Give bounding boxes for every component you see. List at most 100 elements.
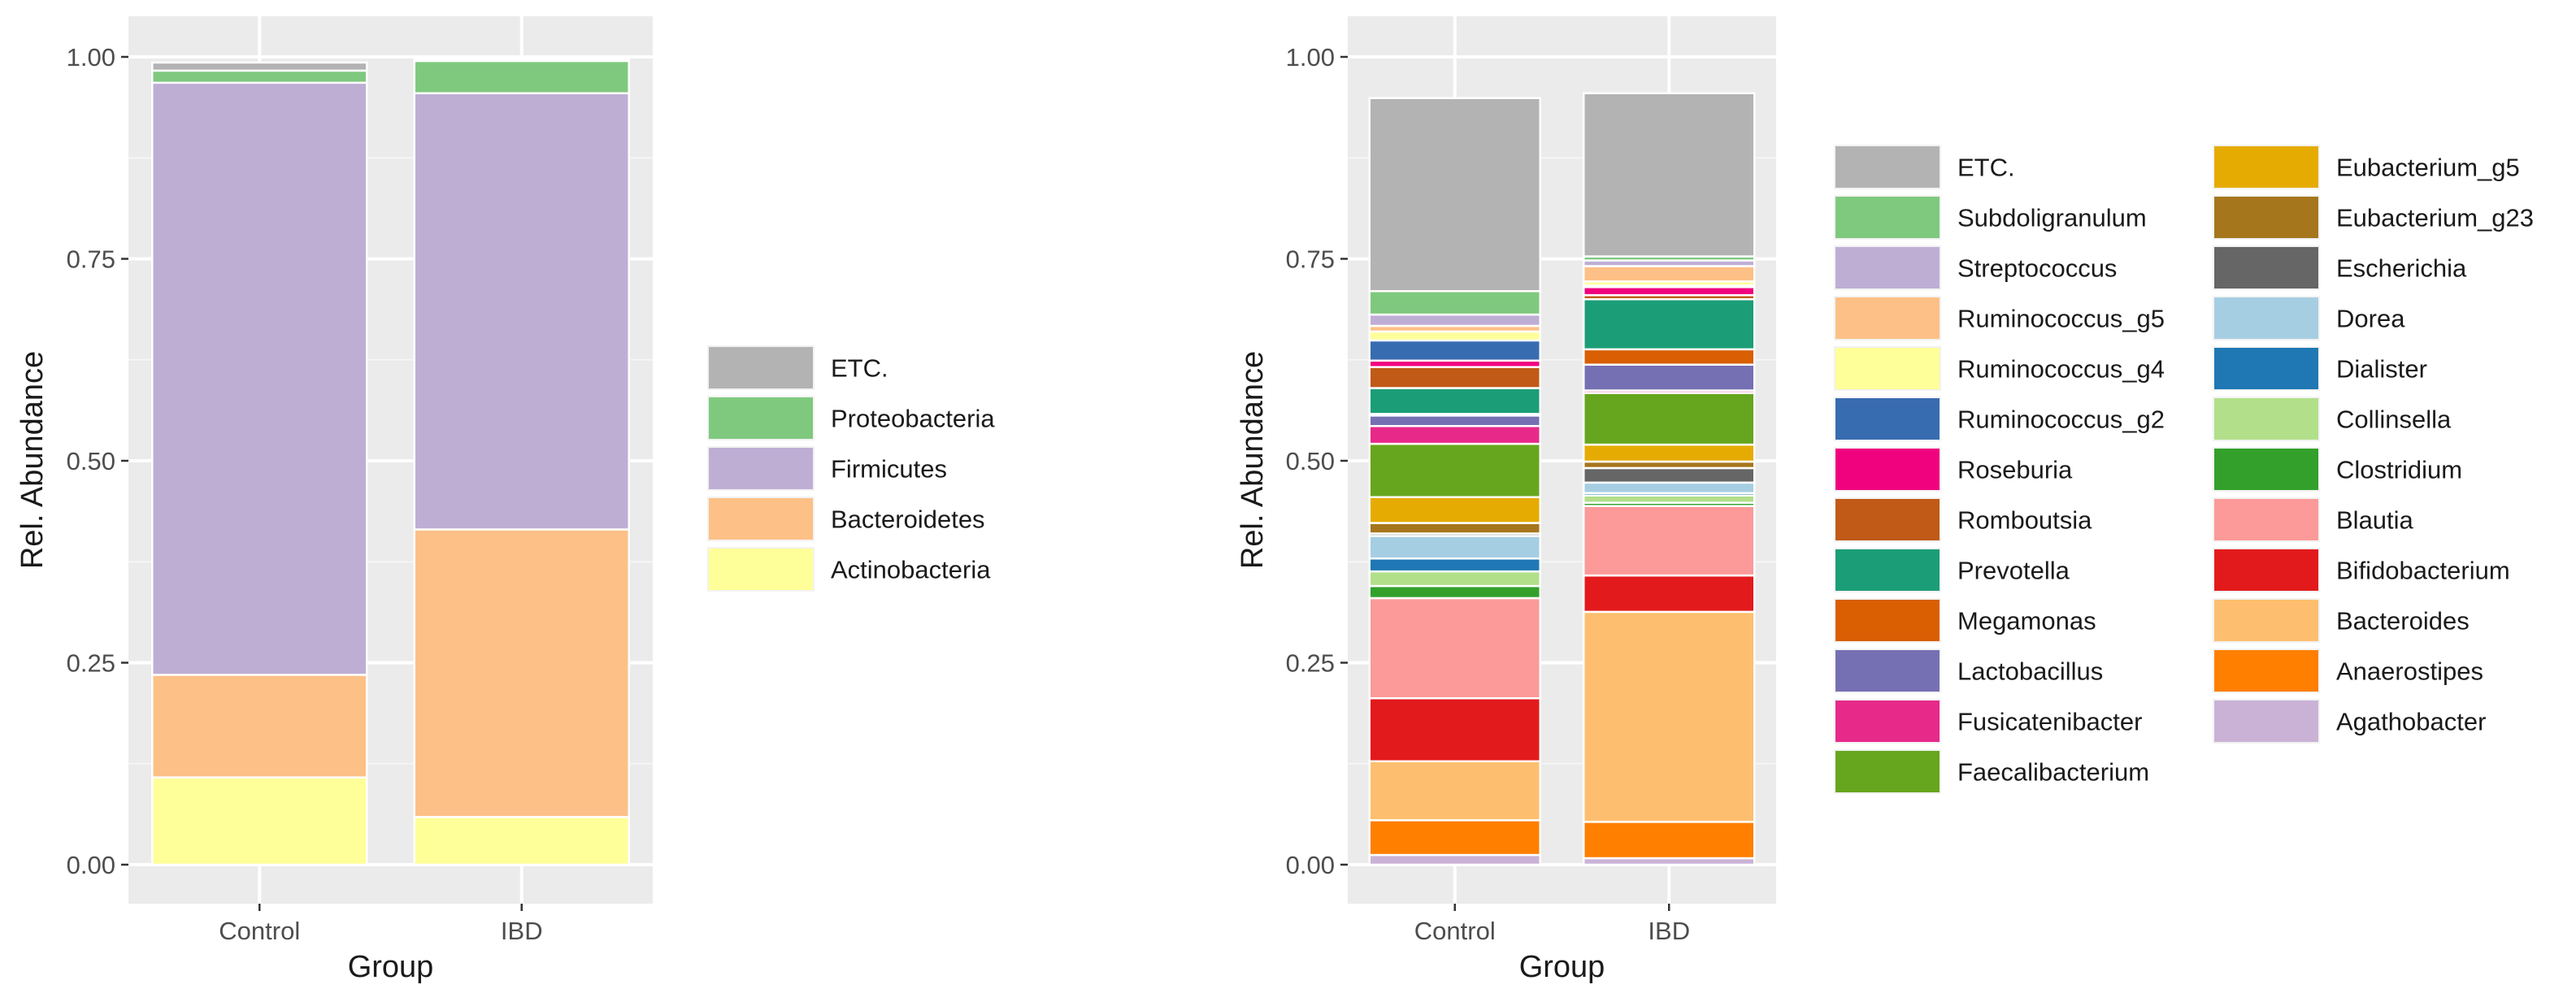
legend-label: Agathobacter	[2336, 708, 2486, 736]
legend-swatch	[2214, 247, 2318, 288]
bar-segment-ibd-eubacterium-g5	[1583, 443, 1756, 463]
legend-item-dialister: Dialister	[2213, 346, 2427, 391]
y-tick-label: 1.00	[1286, 43, 1335, 72]
x-tick-label: IBD	[501, 917, 543, 945]
legend-swatch	[1835, 549, 1940, 591]
legend-swatch	[2214, 549, 2318, 591]
legend-swatch	[1835, 449, 1940, 490]
bar-segment-control-firmicutes	[151, 81, 368, 676]
bar-segment-ibd-megamonas	[1583, 348, 1756, 366]
legend-swatch	[1835, 348, 1940, 389]
bar-segment-control-collinsella	[1368, 570, 1541, 588]
legend-label: Subdoligranulum	[1957, 204, 2147, 232]
bar-segment-ibd-bacteroides	[1583, 610, 1756, 823]
legend-item-ruminococcus-g4: Ruminococcus_g4	[1834, 346, 2165, 391]
legend-swatch	[709, 549, 813, 590]
legend-item-escherichia: Escherichia	[2213, 245, 2467, 290]
legend-label: Lactobacillus	[1957, 657, 2103, 686]
bar-segment-control-agathobacter	[1368, 853, 1541, 866]
legend-item-ruminococcus-g2: Ruminococcus_g2	[1834, 397, 2165, 441]
legend-item-ruminococcus-g5: Ruminococcus_g5	[1834, 296, 2165, 341]
legend-item-faecalibacterium: Faecalibacterium	[1834, 749, 2149, 794]
legend-label: Eubacterium_g5	[2336, 154, 2520, 182]
legend-swatch	[2214, 701, 2318, 742]
legend-label: ETC.	[1957, 154, 2015, 182]
bar-segment-control-blautia	[1368, 596, 1541, 700]
legend-label: Escherichia	[2336, 254, 2467, 283]
legend-swatch	[1835, 297, 1940, 339]
legend-item-bifidobacterium: Bifidobacterium	[2213, 548, 2510, 592]
y-tick-label: 0.50	[1286, 447, 1335, 475]
bar-segment-control-eubacterium-g5	[1368, 496, 1541, 524]
bar-segment-ibd-firmicutes	[413, 92, 630, 531]
legend-swatch	[1835, 146, 1940, 188]
legend-swatch	[2214, 297, 2318, 339]
bar-segment-control-prevotella	[1368, 387, 1541, 415]
bar-segment-ibd-roseburia	[1583, 286, 1756, 297]
legend-swatch	[709, 347, 813, 388]
legend-item-subdoligranulum: Subdoligranulum	[1834, 195, 2147, 240]
phylum-chart: 0.00 0.25 0.50 0.75 1.00 Control IBD Group Rel. …	[15, 16, 995, 984]
legend-swatch	[2214, 499, 2318, 540]
bar-segment-ibd-dorea	[1583, 481, 1756, 495]
x-tick-label: Control	[1414, 917, 1496, 945]
legend-item-bacteroides: Bacteroides	[2213, 598, 2470, 643]
legend-item-prevotella: Prevotella	[1834, 548, 2070, 592]
legend-item-romboutsia: Romboutsia	[1834, 497, 2092, 542]
legend-swatch	[2214, 600, 2318, 641]
bar-segment-control-bacteroides	[1368, 760, 1541, 822]
legend-label: Romboutsia	[1957, 506, 2092, 535]
legend-label: ETC.	[831, 354, 888, 383]
legend-item-streptococcus: Streptococcus	[1834, 245, 2117, 290]
legend-item-bacteroidetes: Bacteroidetes	[707, 497, 985, 541]
bar-segment-control-clostridium	[1368, 584, 1541, 600]
legend-swatch	[709, 397, 813, 439]
legend-label: Megamonas	[1957, 607, 2096, 635]
legend-item-fusicatenibacter: Fusicatenibacter	[1834, 699, 2142, 744]
legend-swatch	[2214, 449, 2318, 490]
bar-segment-control-dorea	[1368, 535, 1541, 560]
legend-swatch	[1835, 751, 1940, 792]
legend-label: Bacteroidetes	[831, 505, 985, 534]
legend-swatch	[2214, 197, 2318, 238]
y-tick-label: 0.00	[67, 851, 115, 879]
bar-segment-ibd-collinsella	[1583, 494, 1756, 504]
bar-segment-control-ruminococcus-g2	[1368, 339, 1541, 362]
legend-label: Ruminococcus_g2	[1957, 406, 2165, 434]
legend-swatch	[1835, 398, 1940, 440]
legend-label: Ruminococcus_g4	[1957, 355, 2165, 384]
bar-segment-control-anaerostipes	[1368, 819, 1541, 857]
legend-label: Anaerostipes	[2336, 657, 2483, 686]
bar-segment-control-etc	[1368, 97, 1541, 293]
legend-swatch	[1835, 247, 1940, 288]
bar-segment-ibd-escherichia	[1583, 466, 1756, 484]
bar-segment-ibd-ruminococcus-g5	[1583, 265, 1756, 283]
bar-segment-ibd-faecalibacterium	[1583, 392, 1756, 446]
legend-item-lactobacillus: Lactobacillus	[1834, 648, 2103, 693]
legend: ETC. Proteobacteria Firmicutes Bacteroidete…	[707, 345, 995, 592]
bar-segment-control-streptococcus	[1368, 313, 1541, 327]
legend-item-megamonas: Megamonas	[1834, 598, 2096, 643]
bar-segment-ibd-lactobacillus	[1583, 363, 1756, 392]
legend-label: Prevotella	[1957, 557, 2070, 585]
bar-segment-ibd-proteobacteria	[413, 59, 630, 94]
legend-label: Fusicatenibacter	[1957, 708, 2142, 736]
legend-label: Clostridium	[2336, 456, 2462, 484]
y-tick-label: 0.00	[1286, 851, 1335, 879]
bar-segment-control-lactobacillus	[1368, 414, 1541, 427]
bar-segment-control-ruminococcus-g4	[1368, 330, 1541, 342]
legend-label: Streptococcus	[1957, 254, 2117, 283]
legend-label: Actinobacteria	[831, 556, 991, 584]
legend-swatch	[709, 498, 813, 540]
legend-item-collinsella: Collinsella	[2213, 397, 2452, 441]
bar-segment-control-bifidobacterium	[1368, 696, 1541, 763]
bar-segment-control-etc	[151, 61, 368, 72]
bar-segment-ibd-bacteroidetes	[413, 528, 630, 818]
legend-label: Dorea	[2336, 305, 2405, 333]
x-axis-title: Group	[1519, 950, 1605, 984]
legend-item-actinobacteria: Actinobacteria	[707, 547, 991, 592]
legend-label: Blautia	[2336, 506, 2414, 535]
x-tick-label: Control	[219, 917, 300, 945]
legend-item-etc: ETC.	[1834, 145, 2015, 189]
legend-swatch	[2214, 398, 2318, 440]
